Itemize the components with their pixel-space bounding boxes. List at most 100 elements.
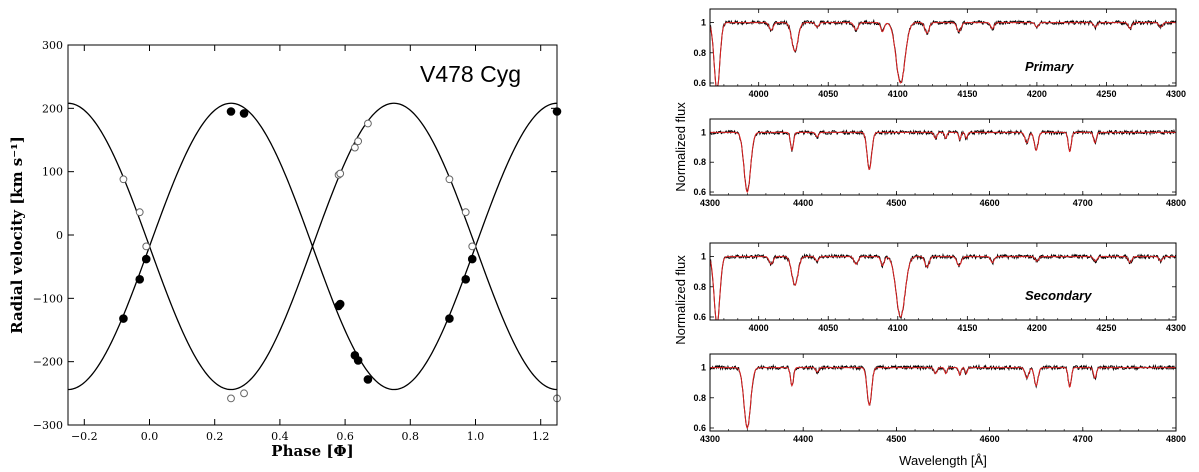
primary-rv-point: [445, 314, 454, 323]
rv-y-tick-label: 300: [42, 39, 63, 52]
spectrum-x-tick-label: 4000: [749, 89, 769, 99]
spectra-panels: 4000 4050 4100 4150 4200 4250 43000.60.81Prima…: [673, 8, 1186, 468]
spectrum-y-tick-label: 0.8: [693, 48, 706, 58]
model-spectrum: [709, 22, 1176, 87]
rv-x-tick-label: 0.0: [141, 430, 159, 443]
spectrum-x-tick-label: 4500: [886, 198, 906, 208]
spectrum-x-tick-label: 4800: [1166, 198, 1186, 208]
primary-rv-point: [141, 254, 151, 264]
spectrum-y-tick-label: 0.8: [693, 282, 706, 292]
spectrum-y-tick-label: 1: [701, 363, 706, 373]
primary-rv-point: [335, 299, 345, 309]
spectrum-x-tick-label: 4700: [1073, 434, 1093, 444]
spectrum-y-tick-label: 0.6: [693, 187, 706, 197]
rv-y-tick-label: 200: [42, 102, 63, 115]
rv-x-tick-label: 1.2: [532, 430, 550, 443]
spectrum-frame: [709, 353, 1177, 432]
spectrum-y-tick-label: 0.6: [693, 423, 706, 433]
spectrum-panel-1: 4000 4050 4100 4150 4200 4250 4300 0.6 0.8 1 Prima…: [693, 8, 1186, 99]
secondary-rv-point: [142, 242, 151, 251]
rv-y-tick-label: 0: [56, 229, 63, 242]
spectrum-x-tick-label: 4200: [1027, 323, 1047, 333]
primary-rv-point: [353, 356, 363, 365]
spectrum-annotation: Secondary: [1025, 288, 1092, 303]
rv-curves: [67, 102, 558, 391]
spectrum-annotation: Primary: [1025, 59, 1074, 74]
spectrum-y-tick-label: 1: [701, 127, 706, 137]
primary-rv-point: [119, 314, 128, 323]
rv-y-tick-label: 100: [42, 166, 63, 179]
secondary-rv-point: [350, 143, 359, 152]
primary-rv-point: [461, 275, 471, 284]
primary-rv-point: [135, 275, 145, 284]
primary-rv-point: [226, 107, 236, 116]
spectrum-y-tick-label: 0.8: [693, 393, 706, 403]
spectrum-x-tick-label: 4800: [1166, 434, 1186, 444]
observed-spectrum: [709, 128, 1177, 192]
spectrum-x-axis-label: Wavelength [Å]: [899, 453, 987, 468]
secondary-rv-point: [135, 208, 144, 217]
spectrum-y-tick-label: 1: [701, 18, 706, 28]
primary-rv-point: [363, 375, 373, 384]
primary-rv-point: [239, 109, 249, 118]
spectrum-y-tick-label: 0.6: [693, 312, 706, 322]
rv-y-axis-label: Radial velocity [km s⁻¹]: [8, 136, 26, 334]
spectrum-panel-3: 4000 4050 4100 4150 4200 4250 4300 0.6 0.8 1 Secon…: [673, 242, 1186, 345]
rv-y-tick-label: −300: [33, 419, 63, 432]
spectrum-x-tick-label: 4300: [1166, 89, 1186, 99]
secondary-rv-point: [468, 242, 477, 251]
spectrum-y-tick-label: 0.6: [693, 78, 706, 88]
spectrum-x-tick-label: 4150: [957, 323, 977, 333]
spectrum-panel-2: 4300 4400 4500 4600 4700 4800 0.6 0.8 1 Normalize…: [673, 102, 1186, 208]
spectrum-x-tick-label: 4700: [1073, 198, 1093, 208]
spectrum-x-tick-label: 4600: [980, 434, 1000, 444]
spectrum-x-tick-label: 4100: [888, 89, 908, 99]
spectrum-x-tick-label: 4050: [818, 89, 838, 99]
spectrum-y-tick-label: 0.8: [693, 157, 706, 167]
rv-x-axis-label: Phase [Φ]: [271, 442, 353, 460]
model-spectrum: [709, 256, 1176, 321]
spectrum-frame: [709, 8, 1177, 87]
observed-spectrum: [709, 18, 1177, 87]
rv-y-tick-label: −200: [33, 356, 63, 369]
radial-velocity-chart: −0.2 0.0 0.2 0.4 0.6 0.8 1.0 1.2 −300 −200 −100 0 10…: [8, 39, 562, 460]
rv-y-tick-label: −100: [33, 292, 63, 305]
spectrum-x-tick-label: 4500: [886, 434, 906, 444]
secondary-rv-point: [461, 208, 470, 217]
secondary-rv-point: [364, 119, 372, 128]
secondary-orbit-curve: [67, 102, 558, 391]
rv-points: [119, 107, 562, 403]
spectrum-x-tick-label: 4250: [1096, 89, 1116, 99]
rv-ticks: −0.2 0.0 0.2 0.4 0.6 0.8 1.0 1.2 −300 −200 −100 0 10…: [33, 39, 557, 443]
spectrum-x-tick-label: 4300: [700, 434, 720, 444]
rv-x-tick-label: 0.8: [402, 430, 420, 443]
spectrum-x-tick-label: 4200: [1027, 89, 1047, 99]
rv-x-tick-label: 0.6: [336, 430, 354, 443]
rv-x-tick-label: −0.2: [71, 430, 98, 443]
spectrum-x-tick-label: 4100: [888, 323, 908, 333]
secondary-rv-point: [240, 389, 248, 398]
secondary-rv-point: [445, 175, 454, 184]
spectrum-x-tick-label: 4300: [700, 198, 720, 208]
spectrum-frame: [709, 118, 1177, 196]
spectrum-x-tick-label: 4300: [1166, 323, 1186, 333]
spectrum-x-tick-label: 4400: [793, 434, 813, 444]
secondary-rv-point: [336, 169, 345, 178]
spectrum-x-tick-label: 4050: [818, 323, 838, 333]
secondary-rv-point: [119, 175, 128, 184]
model-spectrum: [710, 131, 1176, 194]
spectrum-frame: [709, 242, 1177, 321]
spectrum-x-tick-label: 4600: [980, 198, 1000, 208]
rv-plot-frame: [67, 44, 558, 426]
primary-rv-point: [467, 254, 477, 264]
spectrum-y-axis-label: Normalized flux: [673, 102, 688, 192]
rv-x-tick-label: 0.4: [271, 430, 289, 443]
spectrum-x-tick-label: 4400: [793, 198, 813, 208]
rv-x-tick-label: 1.0: [467, 430, 485, 443]
spectrum-y-axis-label: Normalized flux: [673, 255, 688, 345]
spectrum-panel-4: 4300 4400 4500 4600 4700 4800 0.6 0.8 1 Wavelengt…: [693, 353, 1186, 468]
rv-title: V478 Cyg: [420, 61, 521, 87]
rv-x-tick-label: 0.2: [206, 430, 224, 443]
secondary-rv-point: [354, 137, 363, 146]
